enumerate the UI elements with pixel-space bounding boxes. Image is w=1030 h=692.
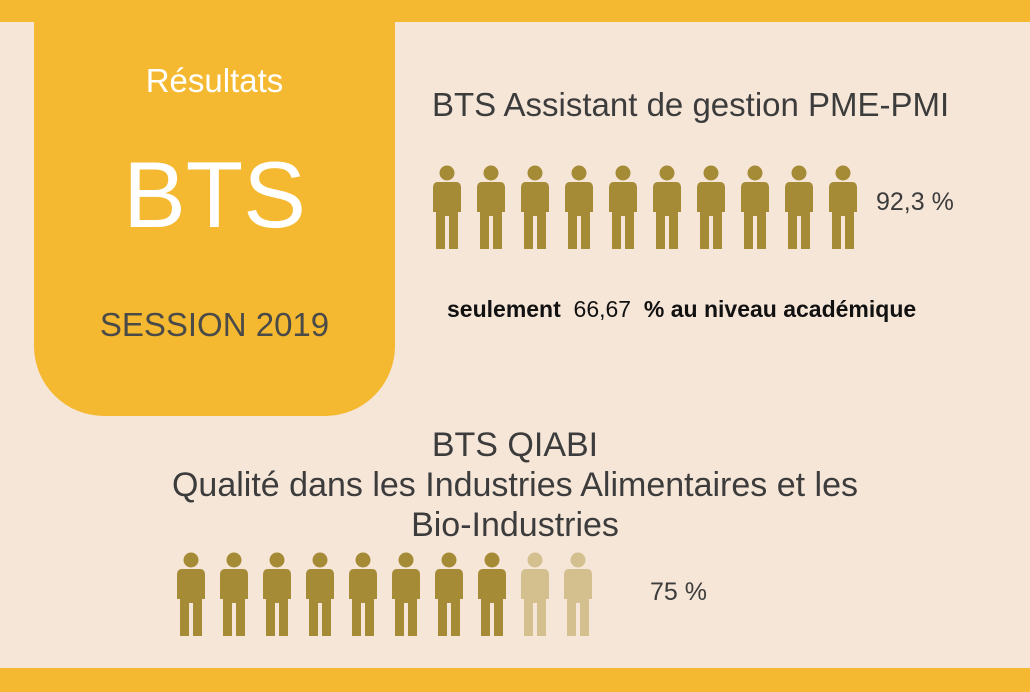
person-icon <box>565 165 593 249</box>
person-icon <box>521 552 549 636</box>
program2-pictogram <box>177 552 592 636</box>
note-suffix: % au niveau académique <box>643 296 917 322</box>
person-icon <box>306 552 334 636</box>
results-label: Résultats <box>145 62 284 99</box>
exam-title: BTS <box>123 142 306 247</box>
person-icon <box>609 165 637 249</box>
person-icon <box>829 165 857 249</box>
program2-title-line1: BTS QIABI <box>431 426 599 464</box>
person-icon <box>697 165 725 249</box>
program2-title: BTS QIABI Qualité dans les Industries Al… <box>0 425 1030 545</box>
person-icon <box>263 552 291 636</box>
person-icon <box>521 165 549 249</box>
person-icon <box>177 552 205 636</box>
person-icon <box>220 552 248 636</box>
person-icon <box>392 552 420 636</box>
bottom-bar <box>0 668 1030 692</box>
academic-comparison-note: seulement 66,67 % au niveau académique <box>447 296 916 323</box>
program2-title-line3: Bio-Industries <box>411 506 619 544</box>
program1-title: BTS Assistant de gestion PME-PMI <box>432 86 950 123</box>
program1-rate: 92,3 % <box>876 188 954 216</box>
note-value: 66,67 <box>573 296 632 322</box>
person-icon <box>741 165 769 249</box>
note-prefix: seulement <box>447 296 561 322</box>
person-icon <box>477 165 505 249</box>
program2-title-line2: Qualité dans les Industries Alimentaires… <box>171 466 858 504</box>
program2-rate: 75 % <box>650 578 707 606</box>
person-icon <box>433 165 461 249</box>
session-card: Résultats BTS SESSION 2019 <box>34 0 395 416</box>
person-icon <box>435 552 463 636</box>
person-icon <box>653 165 681 249</box>
session-label: SESSION 2019 <box>99 306 330 343</box>
person-icon <box>564 552 592 636</box>
person-icon <box>785 165 813 249</box>
person-icon <box>478 552 506 636</box>
program1-pictogram <box>433 165 857 249</box>
person-icon <box>349 552 377 636</box>
